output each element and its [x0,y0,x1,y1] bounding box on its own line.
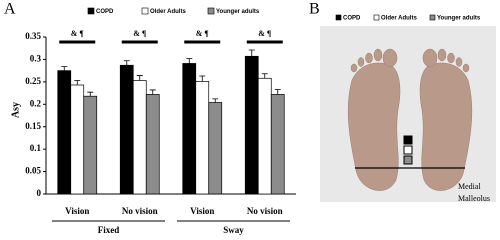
legend-swatch [87,7,95,15]
legend-label: Older Adults [150,9,186,15]
marker-label: Medial [458,182,481,191]
legend-label: Younger adults [437,16,481,22]
bar [257,77,272,195]
annotation: & ¶ [196,29,209,38]
y-tick-label: 0.1 [30,143,42,153]
group-label: Fixed [98,225,120,235]
legend-swatch [429,14,436,21]
error-bar [261,73,268,79]
error-bar [274,89,281,95]
legend-swatch [335,14,342,21]
error-bar [186,58,193,64]
error-bar [61,66,68,71]
y-tick-label: 0.3 [30,53,42,63]
annotation: & ¶ [258,29,271,38]
bar [270,94,285,195]
y-tick-label: 0.2 [30,98,42,108]
y-tick-label: 0.25 [25,76,41,86]
feet [347,48,473,191]
error-bar [212,98,219,103]
error-bar [248,49,255,57]
foot-marker [403,145,413,155]
bar [145,94,160,195]
legend-swatch [207,7,215,15]
bar [57,70,72,195]
error-bar [136,75,143,81]
panel-label: A [4,1,16,18]
bar [195,81,210,195]
legend-swatch [373,14,380,21]
legend-label: Older Adults [381,16,417,22]
y-tick-label: 0.35 [25,31,41,41]
legend-label: COPD [343,16,361,22]
legend-swatch [141,7,149,15]
error-bar [199,75,206,82]
x-tick-label: Vision [65,206,89,216]
marker-label: Malleolus [458,194,490,203]
annotation: & ¶ [71,29,84,38]
x-tick-label: No vision [247,206,283,216]
y-tick-label: 0.15 [25,121,41,131]
annotation: & ¶ [133,29,146,38]
y-axis-label: Asy [10,102,21,118]
bar [208,102,223,195]
foot-marker [403,155,413,165]
error-bar [149,89,156,95]
y-tick-label: 0.05 [25,166,41,176]
legend-label: Younger adults [216,9,260,15]
bar [132,80,147,195]
x-tick-label: No vision [122,206,158,216]
y-tick-label: 0 [37,188,42,198]
bar [182,63,197,195]
bar [119,64,134,195]
error-bar [74,80,81,85]
error-bar [123,60,130,66]
legend-label: COPD [96,9,114,15]
error-bar [87,91,94,97]
group-label: Sway [223,225,244,235]
foot-marker [403,135,413,145]
panel-label: B [309,1,320,18]
x-tick-label: Vision [190,206,214,216]
bar [70,84,85,195]
bar [83,95,98,195]
bar [244,55,259,195]
